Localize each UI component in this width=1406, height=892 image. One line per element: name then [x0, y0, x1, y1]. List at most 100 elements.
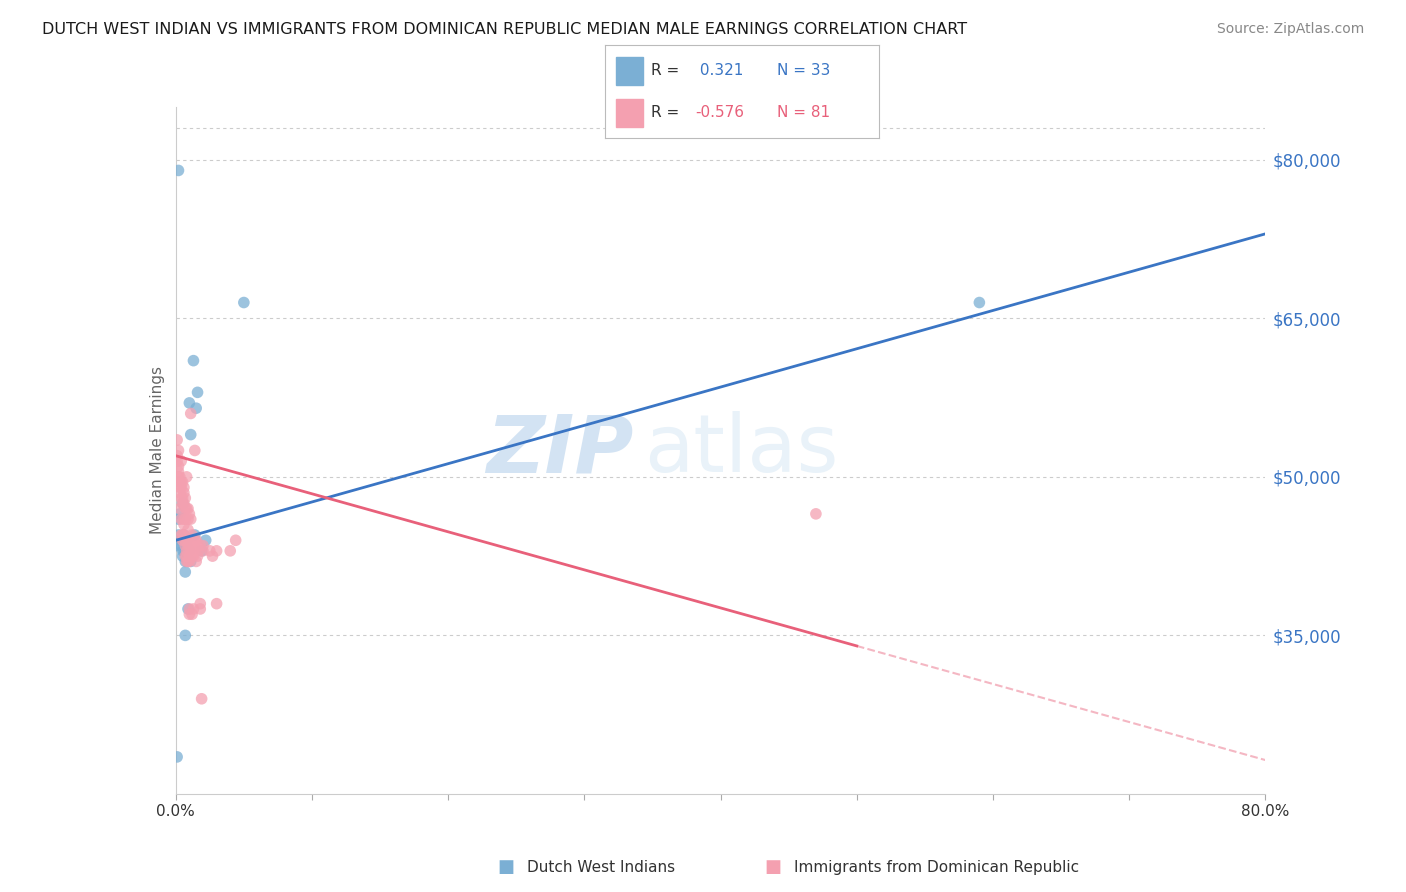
Point	[180, 427, 202, 442]
Point	[174, 533, 197, 548]
Point	[181, 544, 204, 558]
Point	[174, 628, 197, 642]
Point	[167, 163, 190, 178]
Point	[177, 533, 200, 548]
Y-axis label: Median Male Earnings: Median Male Earnings	[149, 367, 165, 534]
Point	[177, 523, 200, 537]
Point	[170, 512, 193, 526]
Point	[167, 528, 190, 542]
Point	[219, 544, 242, 558]
Point	[179, 554, 201, 568]
Point	[186, 385, 209, 400]
Point	[167, 470, 190, 484]
Point	[176, 539, 198, 553]
Text: Source: ZipAtlas.com: Source: ZipAtlas.com	[1216, 22, 1364, 37]
Point	[190, 544, 212, 558]
Point	[179, 549, 201, 563]
Point	[183, 602, 205, 616]
Point	[176, 533, 198, 548]
Point	[179, 533, 201, 548]
Point	[169, 470, 191, 484]
Point	[172, 491, 194, 505]
Point	[169, 485, 191, 500]
Point	[183, 544, 205, 558]
Point	[180, 512, 202, 526]
Text: DUTCH WEST INDIAN VS IMMIGRANTS FROM DOMINICAN REPUBLIC MEDIAN MALE EARNINGS COR: DUTCH WEST INDIAN VS IMMIGRANTS FROM DOM…	[42, 22, 967, 37]
Point	[177, 501, 200, 516]
Point	[173, 517, 195, 532]
Point	[172, 496, 194, 510]
Point	[174, 491, 197, 505]
Point	[201, 549, 224, 563]
Point	[181, 528, 204, 542]
Point	[191, 544, 214, 558]
Text: Dutch West Indians: Dutch West Indians	[527, 860, 675, 874]
Point	[173, 512, 195, 526]
Point	[172, 549, 194, 563]
Point	[225, 533, 247, 548]
Bar	[616, 99, 643, 127]
Point	[176, 549, 198, 563]
Point	[167, 459, 190, 474]
Point	[167, 443, 190, 458]
Point	[174, 539, 197, 553]
Text: ■: ■	[498, 858, 515, 876]
Point	[180, 539, 202, 553]
Text: 0.321: 0.321	[695, 63, 744, 78]
Point	[170, 480, 193, 494]
Point	[173, 480, 195, 494]
Point	[169, 480, 191, 494]
Point	[173, 528, 195, 542]
Point	[186, 554, 208, 568]
Point	[166, 433, 188, 447]
Point	[188, 539, 211, 553]
Point	[172, 496, 194, 510]
Bar	[616, 57, 643, 85]
Point	[186, 401, 208, 416]
Point	[198, 544, 221, 558]
Point	[174, 512, 197, 526]
Point	[172, 528, 194, 542]
Point	[173, 485, 195, 500]
Point	[166, 750, 188, 764]
Point	[174, 501, 197, 516]
Point	[183, 549, 205, 563]
Point	[176, 470, 198, 484]
Point	[187, 544, 209, 558]
Point	[177, 602, 200, 616]
Point	[173, 496, 195, 510]
Text: Immigrants from Dominican Republic: Immigrants from Dominican Republic	[794, 860, 1080, 874]
Point	[184, 533, 207, 548]
Point	[170, 528, 193, 542]
Point	[166, 539, 188, 553]
Point	[172, 475, 194, 490]
Text: atlas: atlas	[644, 411, 838, 490]
Point	[186, 539, 209, 553]
Point	[177, 539, 200, 553]
Point	[188, 597, 211, 611]
Point	[173, 533, 195, 548]
Point	[183, 353, 205, 368]
Text: R =: R =	[651, 105, 679, 120]
Point	[179, 607, 201, 622]
Point	[180, 554, 202, 568]
Text: ■: ■	[765, 858, 782, 876]
Point	[170, 491, 193, 505]
Point	[190, 691, 212, 706]
Point	[186, 533, 208, 548]
Point	[184, 443, 207, 458]
Point	[176, 554, 198, 568]
Point	[969, 295, 991, 310]
Point	[170, 533, 193, 548]
Point	[186, 549, 209, 563]
Point	[170, 454, 193, 468]
Point	[169, 475, 191, 490]
Point	[177, 512, 200, 526]
Point	[179, 602, 201, 616]
Point	[232, 295, 254, 310]
Point	[166, 454, 188, 468]
Point	[172, 533, 194, 548]
Point	[181, 607, 204, 622]
Point	[173, 544, 195, 558]
Point	[179, 507, 201, 521]
